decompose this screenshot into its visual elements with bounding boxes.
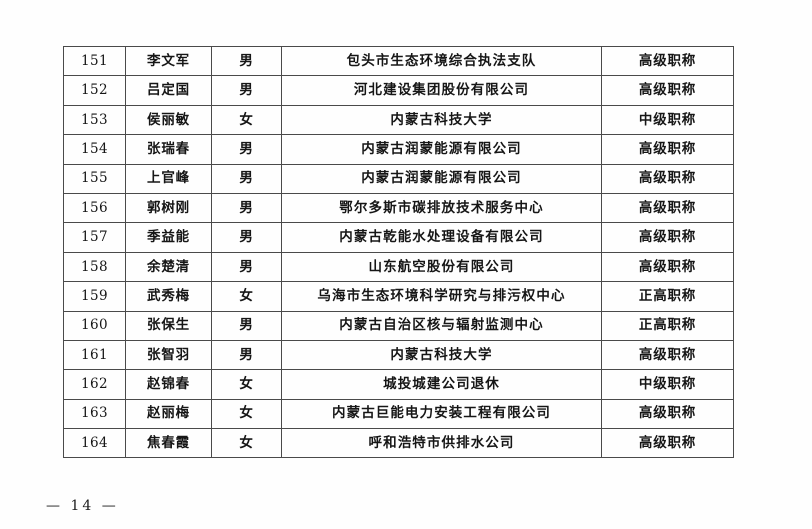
row-person-name: 吕定国	[125, 75, 212, 106]
row-person-name: 上官峰	[125, 163, 212, 194]
personnel-roster-table: 151 李文军男包头市生态环境综合执法支队 高级职称 152 吕定国男河北建设集团股份有…	[63, 45, 734, 459]
table-row: 157 季益能男内蒙古乾能水处理设备有限公司 高级职称	[63, 222, 734, 253]
row-sequence-number: 163	[63, 398, 126, 430]
row-gender: 女	[211, 369, 282, 400]
row-professional-title: 正高职称	[601, 281, 734, 312]
row-person-name: 侯丽敏	[125, 104, 212, 136]
row-sequence-number: 157	[63, 222, 126, 253]
row-gender: 男	[211, 222, 282, 253]
table-row: 156 郭树刚男鄂尔多斯市碳排放技术服务中心 高级职称	[63, 192, 734, 224]
row-organization: 内蒙古巨能电力安装工程有限公司	[281, 398, 602, 430]
row-sequence-number: 151	[63, 45, 126, 77]
row-organization: 城投城建公司退休	[281, 369, 602, 400]
row-gender: 男	[211, 339, 282, 371]
row-professional-title: 高级职称	[601, 398, 734, 430]
row-professional-title: 高级职称	[601, 428, 734, 459]
row-sequence-number: 164	[63, 428, 126, 459]
row-professional-title: 中级职称	[601, 104, 734, 136]
row-organization: 内蒙古润蒙能源有限公司	[281, 134, 602, 165]
table-row: 154 张瑞春男内蒙古润蒙能源有限公司 高级职称	[63, 134, 734, 165]
row-organization: 呼和浩特市供排水公司	[281, 428, 602, 459]
row-person-name: 张智羽	[125, 339, 212, 371]
page-number: — 14 —	[46, 498, 119, 514]
row-organization: 鄂尔多斯市碳排放技术服务中心	[281, 192, 602, 224]
row-person-name: 赵锦春	[125, 369, 212, 400]
row-professional-title: 高级职称	[601, 192, 734, 224]
row-gender: 男	[211, 251, 282, 283]
row-professional-title: 高级职称	[601, 134, 734, 165]
row-person-name: 余楚清	[125, 251, 212, 283]
row-sequence-number: 156	[63, 192, 126, 224]
row-sequence-number: 162	[63, 369, 126, 400]
table-row: 153 侯丽敏女内蒙古科技大学 中级职称	[63, 104, 734, 136]
row-professional-title: 高级职称	[601, 339, 734, 371]
row-gender: 男	[211, 45, 282, 77]
row-gender: 男	[211, 75, 282, 106]
row-organization: 包头市生态环境综合执法支队	[281, 45, 602, 77]
row-organization: 山东航空股份有限公司	[281, 251, 602, 283]
table-row: 164 焦春霞女呼和浩特市供排水公司 高级职称	[63, 428, 734, 459]
row-professional-title: 高级职称	[601, 75, 734, 106]
row-organization: 内蒙古科技大学	[281, 339, 602, 371]
row-person-name: 焦春霞	[125, 428, 212, 459]
row-person-name: 李文军	[125, 45, 212, 77]
row-sequence-number: 160	[63, 310, 126, 341]
table-row: 162 赵锦春女城投城建公司退休 中级职称	[63, 369, 734, 400]
row-sequence-number: 159	[63, 281, 126, 312]
row-professional-title: 高级职称	[601, 45, 734, 77]
row-organization: 内蒙古科技大学	[281, 104, 602, 136]
row-professional-title: 高级职称	[601, 222, 734, 253]
row-gender: 女	[211, 398, 282, 430]
row-professional-title: 高级职称	[601, 163, 734, 194]
row-person-name: 张瑞春	[125, 134, 212, 165]
row-professional-title: 正高职称	[601, 310, 734, 341]
row-gender: 女	[211, 428, 282, 459]
table-row: 161 张智羽男内蒙古科技大学 高级职称	[63, 339, 734, 371]
row-organization: 内蒙古润蒙能源有限公司	[281, 163, 602, 194]
row-organization: 内蒙古乾能水处理设备有限公司	[281, 222, 602, 253]
row-professional-title: 中级职称	[601, 369, 734, 400]
row-gender: 男	[211, 192, 282, 224]
row-organization: 河北建设集团股份有限公司	[281, 75, 602, 106]
row-gender: 男	[211, 310, 282, 341]
row-person-name: 张保生	[125, 310, 212, 341]
table-row: 152 吕定国男河北建设集团股份有限公司 高级职称	[63, 75, 734, 106]
row-person-name: 郭树刚	[125, 192, 212, 224]
table-body: 151 李文军男包头市生态环境综合执法支队 高级职称 152 吕定国男河北建设集团股份有…	[63, 45, 734, 459]
table-row: 160 张保生男内蒙古自治区核与辐射监测中心 正高职称	[63, 310, 734, 341]
row-gender: 女	[211, 281, 282, 312]
table-row: 163 赵丽梅女内蒙古巨能电力安装工程有限公司 高级职称	[63, 398, 734, 430]
row-sequence-number: 161	[63, 339, 126, 371]
table-row: 159 武秀梅女乌海市生态环境科学研究与排污权中心 正高职称	[63, 281, 734, 312]
row-gender: 女	[211, 104, 282, 136]
table-row: 158 余楚清男山东航空股份有限公司 高级职称	[63, 251, 734, 283]
row-sequence-number: 155	[63, 163, 126, 194]
row-organization: 乌海市生态环境科学研究与排污权中心	[281, 281, 602, 312]
row-gender: 男	[211, 134, 282, 165]
row-organization: 内蒙古自治区核与辐射监测中心	[281, 310, 602, 341]
row-sequence-number: 154	[63, 134, 126, 165]
table-row: 151 李文军男包头市生态环境综合执法支队 高级职称	[63, 45, 734, 77]
row-person-name: 季益能	[125, 222, 212, 253]
table-row: 155 上官峰男内蒙古润蒙能源有限公司 高级职称	[63, 163, 734, 194]
row-person-name: 武秀梅	[125, 281, 212, 312]
row-gender: 男	[211, 163, 282, 194]
row-sequence-number: 153	[63, 104, 126, 136]
row-person-name: 赵丽梅	[125, 398, 212, 430]
row-professional-title: 高级职称	[601, 251, 734, 283]
row-sequence-number: 152	[63, 75, 126, 106]
row-sequence-number: 158	[63, 251, 126, 283]
